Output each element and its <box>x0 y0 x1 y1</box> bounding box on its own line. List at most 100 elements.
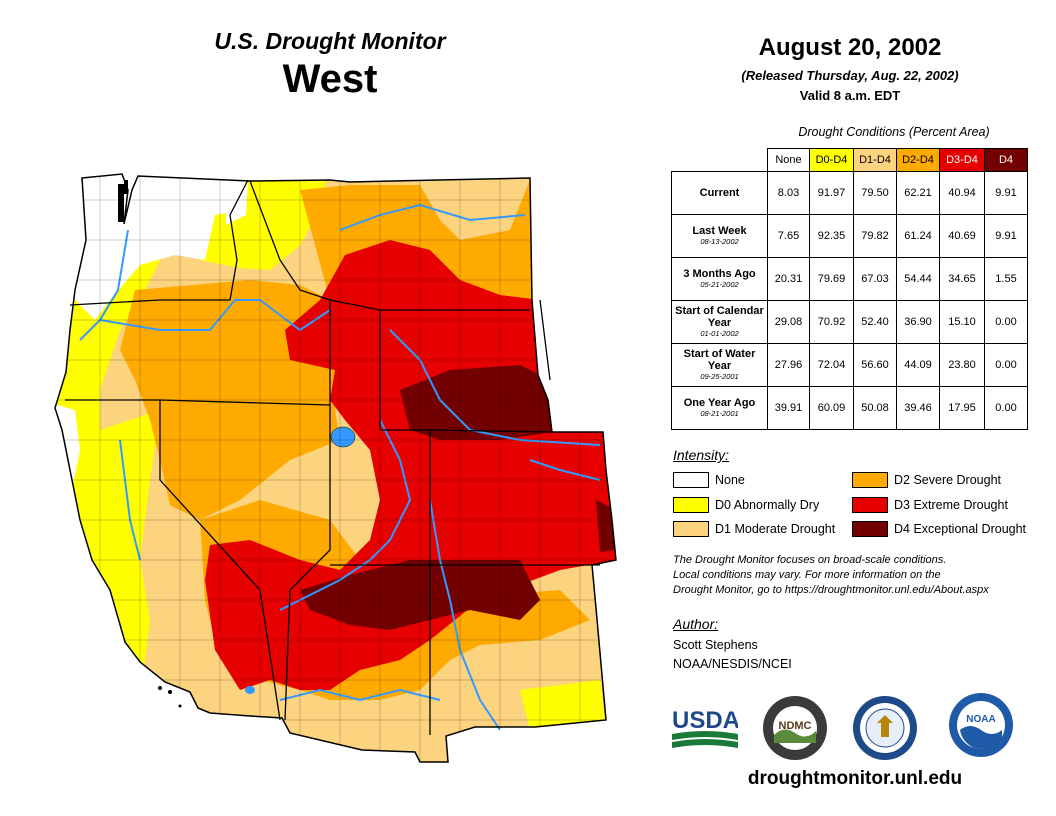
row-label: Current <box>671 171 768 215</box>
legend-item-d3: D3 Extreme Drought <box>852 497 1008 513</box>
author-name: Scott Stephens <box>673 638 758 652</box>
salton-sea <box>245 686 255 694</box>
legend-swatch <box>673 472 709 488</box>
author-org: NOAA/NESDIS/NCEI <box>673 657 792 671</box>
row-date: 01-01-2002 <box>700 329 739 338</box>
row-label: Last Week 08-13-2002 <box>671 214 768 258</box>
gila-river <box>279 688 441 702</box>
cell-value: 60.09 <box>809 386 854 430</box>
cell-value: 79.82 <box>853 214 897 258</box>
platte-river <box>389 329 601 446</box>
cell-value: 44.09 <box>896 343 940 387</box>
column-header-none: None <box>767 148 810 172</box>
commerce-seal-logo <box>853 696 917 760</box>
d4-area-colorado <box>400 365 552 440</box>
row-date: 09-25-2001 <box>700 372 739 381</box>
svg-text:USDA: USDA <box>672 707 738 734</box>
islands <box>118 180 182 708</box>
rio-grande <box>429 499 501 731</box>
cell-value: 20.31 <box>767 257 810 301</box>
date-block: August 20, 2002 (Released Thursday, Aug.… <box>670 34 1030 103</box>
usda-logo: USDA <box>672 707 738 748</box>
row-label: 3 Months Ago 05-21-2002 <box>671 257 768 301</box>
column-header-d0-d4: D0-D4 <box>809 148 854 172</box>
column-header-d4: D4 <box>984 148 1028 172</box>
border-id-nv-az <box>249 180 331 721</box>
valid-time: Valid 8 a.m. EDT <box>799 88 901 103</box>
border-ca-nv <box>159 400 281 721</box>
cell-value: 40.94 <box>939 171 985 215</box>
map-date: August 20, 2002 <box>758 34 942 61</box>
cell-value: 15.10 <box>939 300 985 344</box>
cell-value: 0.00 <box>984 386 1028 430</box>
region-title: West <box>282 57 378 101</box>
cell-value: 61.24 <box>896 214 940 258</box>
cell-value: 62.21 <box>896 171 940 215</box>
cell-value: 79.50 <box>853 171 897 215</box>
disclaimer-note: The Drought Monitor focuses on broad-sca… <box>673 553 1023 598</box>
table-header-row: None D0-D4 D1-D4 D2-D4 D3-D4 D4 <box>671 148 1028 172</box>
cell-value: 34.65 <box>939 257 985 301</box>
cell-value: 39.91 <box>767 386 810 430</box>
column-header-d3-d4: D3-D4 <box>939 148 985 172</box>
row-label: One Year Ago 08-21-2001 <box>671 386 768 430</box>
cell-value: 70.92 <box>809 300 854 344</box>
cell-value: 29.08 <box>767 300 810 344</box>
noaa-logo: NOAA <box>949 693 1013 757</box>
title-block: U.S. Drought Monitor West <box>150 28 510 102</box>
row-label: Start of Water Year 09-25-2001 <box>671 343 768 387</box>
cell-value: 40.69 <box>939 214 985 258</box>
table-row: Start of Water Year 09-25-2001 27.96 72.0… <box>671 343 1028 387</box>
d0-area-south <box>520 680 606 730</box>
great-salt-lake <box>330 426 356 448</box>
cell-value: 56.60 <box>853 343 897 387</box>
cell-value: 91.97 <box>809 171 854 215</box>
legend-swatch <box>852 472 888 488</box>
about-link[interactable]: Drought Monitor, go to https://droughtmo… <box>673 584 989 596</box>
state-boundaries <box>65 179 600 735</box>
legend-swatch <box>852 521 888 537</box>
table-row: 3 Months Ago 05-21-2002 20.31 79.69 67.03… <box>671 257 1028 301</box>
drought-conditions-table: None D0-D4 D1-D4 D2-D4 D3-D4 D4 Current … <box>671 148 1028 430</box>
table-caption: Drought Conditions (Percent Area) <box>798 125 990 139</box>
cell-value: 7.65 <box>767 214 810 258</box>
legend-title: Intensity: <box>673 447 730 463</box>
cell-value: 36.90 <box>896 300 940 344</box>
table-row: Start of Calendar Year 01-01-2002 29.08 7… <box>671 300 1028 344</box>
cell-value: 27.96 <box>767 343 810 387</box>
border-wy-co-nm <box>329 299 600 566</box>
website-link[interactable]: droughtmonitor.unl.edu <box>747 768 963 789</box>
row-date: 08-21-2001 <box>700 409 739 418</box>
legend-swatch <box>852 497 888 513</box>
legend-item-d2: D2 Severe Drought <box>852 472 1001 488</box>
cell-value: 67.03 <box>853 257 897 301</box>
cell-value: 52.40 <box>853 300 897 344</box>
county-grid <box>55 174 616 762</box>
row-label: Start of Calendar Year 01-01-2002 <box>671 300 768 344</box>
cell-value: 39.46 <box>896 386 940 430</box>
cell-value: 0.00 <box>984 343 1028 387</box>
table-row: One Year Ago 08-21-2001 39.91 60.09 50.08… <box>671 386 1028 430</box>
cell-value: 9.91 <box>984 214 1028 258</box>
cell-value: 1.55 <box>984 257 1028 301</box>
author-label: Author: <box>673 616 719 632</box>
legend-item-d4: D4 Exceptional Drought <box>852 521 1026 537</box>
column-header-d2-d4: D2-D4 <box>896 148 940 172</box>
column-header-d1-d4: D1-D4 <box>853 148 897 172</box>
row-date: 05-21-2002 <box>700 280 739 289</box>
cell-value: 8.03 <box>767 171 810 215</box>
cell-value: 50.08 <box>853 386 897 430</box>
puget-islands <box>118 184 124 222</box>
cell-value: 72.04 <box>809 343 854 387</box>
columbia-river <box>79 229 129 341</box>
cell-value: 9.91 <box>984 171 1028 215</box>
channel-islands <box>158 686 162 690</box>
legend-swatch <box>673 497 709 513</box>
ndmc-logo: NDMC <box>763 696 827 760</box>
legend-item-d0: D0 Abnormally Dry <box>673 497 819 513</box>
release-date: (Released Thursday, Aug. 22, 2002) <box>741 68 959 83</box>
border-sd-ne <box>539 299 551 381</box>
sacramento-river <box>119 439 141 561</box>
cell-value: 0.00 <box>984 300 1028 344</box>
legend-item-none: None <box>673 472 745 488</box>
